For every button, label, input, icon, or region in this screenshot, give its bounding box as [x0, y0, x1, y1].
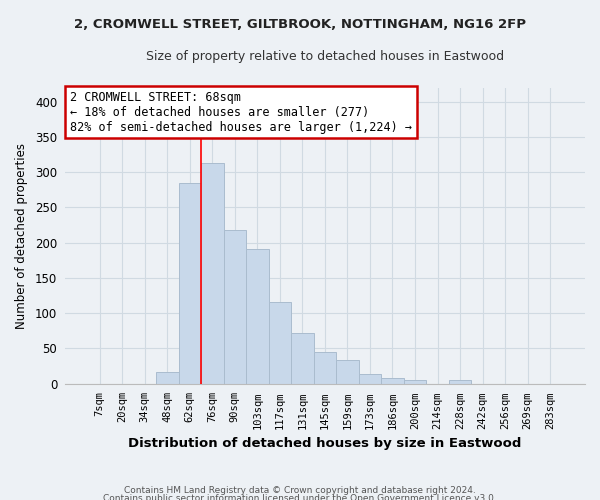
Bar	[449, 380, 471, 384]
Bar	[224, 230, 246, 384]
Bar	[381, 378, 404, 384]
Bar	[179, 183, 201, 384]
Title: Size of property relative to detached houses in Eastwood: Size of property relative to detached ho…	[146, 50, 504, 63]
Bar	[201, 163, 224, 384]
Bar	[269, 302, 291, 384]
Y-axis label: Number of detached properties: Number of detached properties	[15, 142, 28, 328]
Bar	[359, 374, 381, 384]
X-axis label: Distribution of detached houses by size in Eastwood: Distribution of detached houses by size …	[128, 437, 521, 450]
Bar	[336, 360, 359, 384]
Bar	[246, 249, 269, 384]
Text: 2 CROMWELL STREET: 68sqm
← 18% of detached houses are smaller (277)
82% of semi-: 2 CROMWELL STREET: 68sqm ← 18% of detach…	[70, 90, 412, 134]
Text: Contains public sector information licensed under the Open Government Licence v3: Contains public sector information licen…	[103, 494, 497, 500]
Bar	[156, 372, 179, 384]
Bar	[291, 333, 314, 384]
Bar	[404, 380, 426, 384]
Text: Contains HM Land Registry data © Crown copyright and database right 2024.: Contains HM Land Registry data © Crown c…	[124, 486, 476, 495]
Text: 2, CROMWELL STREET, GILTBROOK, NOTTINGHAM, NG16 2FP: 2, CROMWELL STREET, GILTBROOK, NOTTINGHA…	[74, 18, 526, 30]
Bar	[314, 352, 336, 384]
